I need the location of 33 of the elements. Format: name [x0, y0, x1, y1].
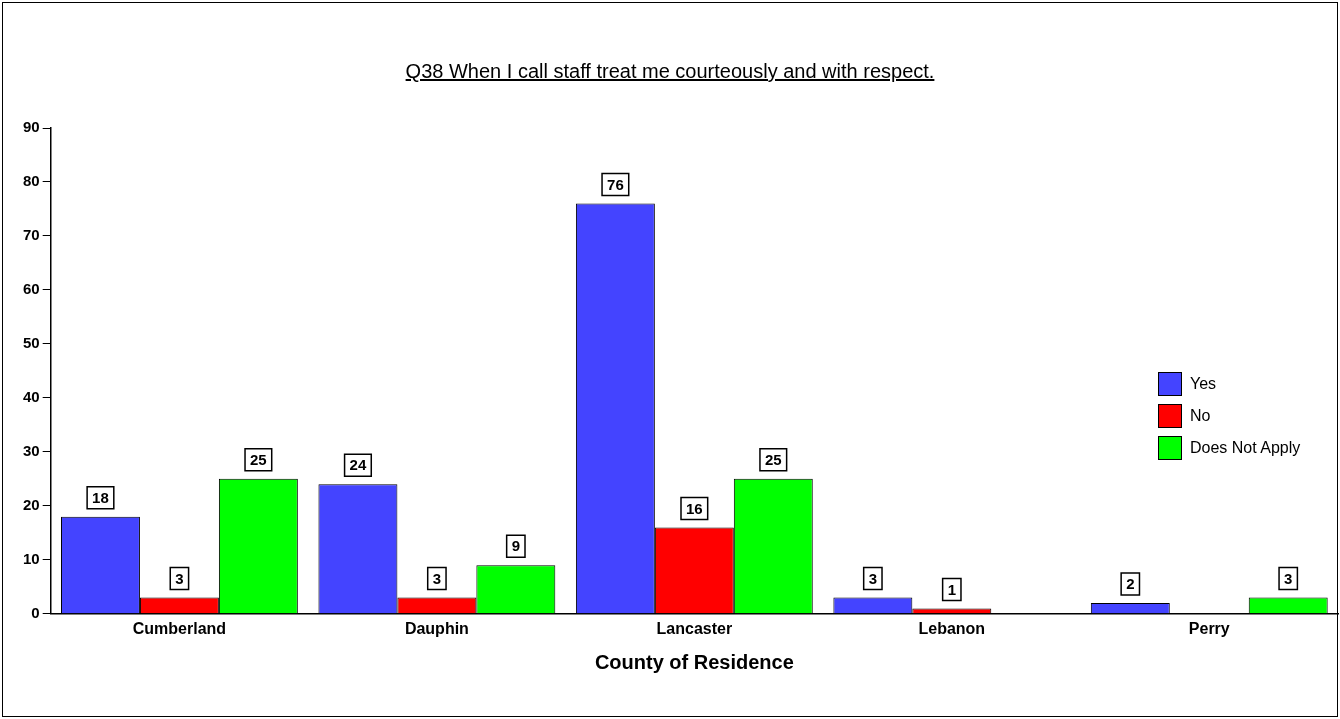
y-tick-label: 60 [23, 280, 40, 298]
chart-title: Q38 When I call staff treat me courteously and with respect. [404, 60, 936, 83]
data-label: 3 [1284, 569, 1293, 587]
data-label: 2 [1126, 575, 1135, 593]
y-tick-label: 10 [23, 549, 40, 567]
data-label: 24 [349, 456, 367, 474]
y-tick-label: 50 [23, 334, 40, 352]
y-tick-label: 90 [23, 118, 40, 136]
y-tick-label: 0 [31, 603, 40, 621]
x-tick-label: Perry [1188, 619, 1230, 637]
data-label: 25 [764, 451, 782, 468]
legend-label: Does Not Apply [1190, 439, 1301, 457]
data-label: 3 [432, 569, 442, 587]
y-tick-label: 20 [23, 495, 40, 513]
y-tick-label: 80 [23, 172, 40, 190]
data-label: 1 [947, 580, 956, 598]
legend-label: No [1190, 407, 1211, 425]
data-label: 16 [686, 499, 703, 517]
data-label: 18 [92, 488, 109, 506]
x-axis-title: County of Residence [594, 650, 794, 673]
data-label: 76 [607, 175, 624, 193]
x-tick-label: Dauphin [404, 619, 469, 637]
data-label: 25 [250, 451, 267, 468]
x-tick-label: Lancaster [656, 619, 733, 637]
legend-label: Yes [1190, 375, 1217, 393]
y-tick-label: 70 [23, 226, 40, 244]
data-label: 3 [868, 569, 878, 587]
y-tick-label: 30 [23, 442, 40, 460]
y-tick-label: 40 [23, 388, 40, 406]
data-label: 9 [511, 537, 521, 555]
x-tick-label: Lebanon [918, 619, 986, 637]
data-label: 3 [175, 569, 184, 587]
x-tick-label: Cumberland [132, 619, 227, 637]
